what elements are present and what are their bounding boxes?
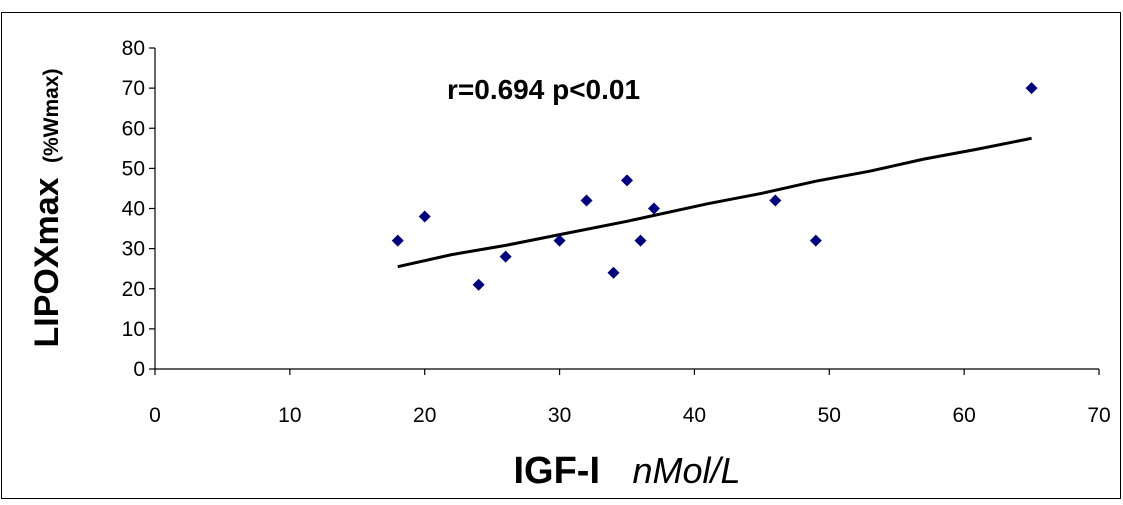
x-tick-label: 30 <box>548 404 571 427</box>
x-tick-label: 0 <box>149 404 161 427</box>
data-point <box>391 234 404 247</box>
y-tick-label: 10 <box>122 318 145 341</box>
y-axis-label: LIPOXmax (%Wmax) <box>28 68 66 347</box>
x-tick-label: 20 <box>413 404 436 427</box>
data-points <box>391 82 1038 291</box>
y-tick-label: 0 <box>133 358 145 381</box>
x-axis-label-unit: nMol/L <box>632 450 740 491</box>
y-tick-label: 20 <box>122 278 145 301</box>
x-tick-label: 60 <box>952 404 975 427</box>
x-axis-label: IGF-I nMol/L <box>513 450 740 492</box>
x-axis-label-main: IGF-I <box>513 450 600 492</box>
data-point <box>580 194 593 207</box>
x-tick-group: 0 10 20 30 40 50 60 70 <box>149 369 1111 427</box>
y-axis-label-main: LIPOXmax <box>28 177 66 347</box>
data-point <box>769 194 782 207</box>
data-point <box>809 234 822 247</box>
correlation-annotation: r=0.694 p<0.01 <box>447 74 640 105</box>
data-point <box>621 174 633 187</box>
y-tick-label: 60 <box>122 117 145 140</box>
chart-border <box>1 12 1121 499</box>
y-tick-label: 40 <box>122 198 145 221</box>
data-point <box>553 234 566 247</box>
data-point <box>607 266 620 279</box>
y-tick-group: 0 10 20 30 40 50 60 70 80 <box>122 37 155 381</box>
data-point <box>1025 82 1038 95</box>
x-tick-label: 40 <box>683 404 706 427</box>
data-point <box>634 234 647 247</box>
y-tick-label: 70 <box>122 77 145 100</box>
x-tick-label: 10 <box>278 404 301 427</box>
y-tick-label: 80 <box>122 37 145 60</box>
data-point <box>472 278 485 291</box>
trendline <box>397 136 1032 269</box>
data-point <box>418 210 431 223</box>
x-tick-label: 50 <box>818 404 841 427</box>
y-axis-label-unit: (%Wmax) <box>40 68 63 163</box>
data-point <box>499 250 512 263</box>
data-point <box>647 202 660 215</box>
x-tick-label: 70 <box>1087 404 1110 427</box>
y-tick-label: 30 <box>122 238 145 261</box>
y-tick-label: 50 <box>122 157 145 180</box>
